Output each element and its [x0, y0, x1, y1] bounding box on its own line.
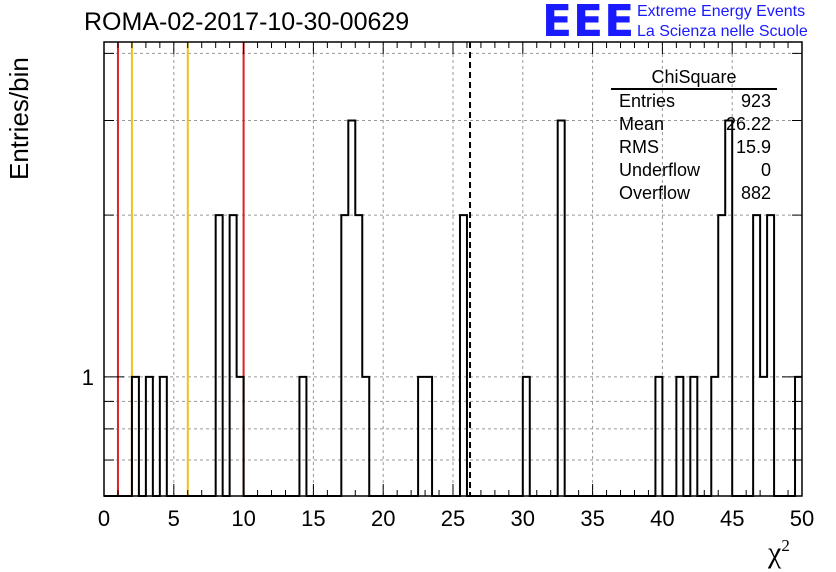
x-tick-label: 30 — [511, 506, 535, 531]
stats-value: 923 — [740, 91, 771, 111]
x-tick-label: 45 — [720, 506, 744, 531]
histogram-bin — [676, 377, 683, 496]
x-axis-label: χ2 — [768, 536, 790, 570]
histogram-bin — [230, 215, 237, 496]
stats-value: 0 — [760, 160, 771, 180]
histogram-bin — [795, 377, 802, 496]
x-tick-label: 40 — [650, 506, 674, 531]
histogram-bin — [767, 215, 774, 496]
x-tick-label: 5 — [168, 506, 180, 531]
histogram-bin — [760, 377, 767, 496]
x-tick-label: 20 — [371, 506, 395, 531]
x-axis-label-symbol: χ — [768, 536, 782, 569]
histogram-bin — [146, 377, 153, 496]
tagline-line-2: La Scienza nelle Scuole — [637, 23, 808, 40]
stats-value: 26.22 — [725, 114, 771, 134]
x-tick-label: 50 — [790, 506, 814, 531]
stats-box: ChiSquare Entries 923 Mean 26.22 RMS 15.9 Unde… — [611, 66, 777, 205]
histogram-bin — [237, 377, 244, 496]
histogram-bin — [711, 377, 718, 496]
stats-value: 15.9 — [735, 137, 771, 157]
histogram-bin — [132, 377, 139, 496]
stats-label: RMS — [619, 137, 659, 157]
stats-rows: Entries 923 Mean 26.22 RMS 15.9 Underflow 0 Over… — [611, 90, 777, 205]
histogram-bin — [558, 121, 565, 496]
histogram-bin — [425, 377, 432, 496]
stats-row: Entries 923 — [611, 90, 777, 113]
histogram-bin — [418, 377, 425, 496]
y-tick-label: 1 — [82, 365, 94, 390]
axis-ticks: 0 5 10 15 20 25 30 35 40 45 50 1 — [82, 42, 814, 531]
histogram-bin — [690, 377, 697, 496]
chart-title: ROMA-02-2017-10-30-00629 — [84, 8, 410, 36]
x-tick-label: 15 — [301, 506, 325, 531]
x-tick-label: 35 — [580, 506, 604, 531]
x-tick-label: 10 — [231, 506, 255, 531]
stats-row: RMS 15.9 — [611, 136, 777, 159]
histogram-bin — [655, 377, 662, 496]
eee-logo: EEE — [542, 0, 636, 47]
stats-label: Mean — [619, 114, 665, 134]
histogram-bin — [348, 121, 355, 496]
stats-value: 882 — [740, 183, 771, 203]
stats-label: Entries — [619, 91, 676, 111]
histogram-bin — [341, 215, 348, 496]
stats-title: ChiSquare — [611, 66, 777, 90]
x-tick-label: 0 — [98, 506, 110, 531]
histogram-bin — [460, 215, 467, 496]
histogram-bin — [753, 215, 760, 496]
logo-tagline: Extreme Energy Events La Scienza nelle S… — [637, 2, 808, 42]
histogram-bin — [216, 215, 223, 496]
stats-label: Underflow — [619, 160, 701, 180]
histogram-bin — [523, 377, 530, 496]
histogram-bin — [718, 215, 725, 496]
x-tick-label: 25 — [441, 506, 465, 531]
stats-row: Mean 26.22 — [611, 113, 777, 136]
histogram-bin — [355, 215, 362, 496]
histogram-bin — [362, 377, 369, 496]
histogram-bin — [299, 377, 306, 496]
tagline-line-1: Extreme Energy Events — [637, 3, 806, 20]
x-axis-label-superscript: 2 — [781, 536, 790, 555]
stats-row: Underflow 0 — [611, 159, 777, 182]
stats-row: Overflow 882 — [611, 182, 777, 205]
stats-label: Overflow — [619, 183, 691, 203]
histogram-bin — [160, 377, 167, 496]
